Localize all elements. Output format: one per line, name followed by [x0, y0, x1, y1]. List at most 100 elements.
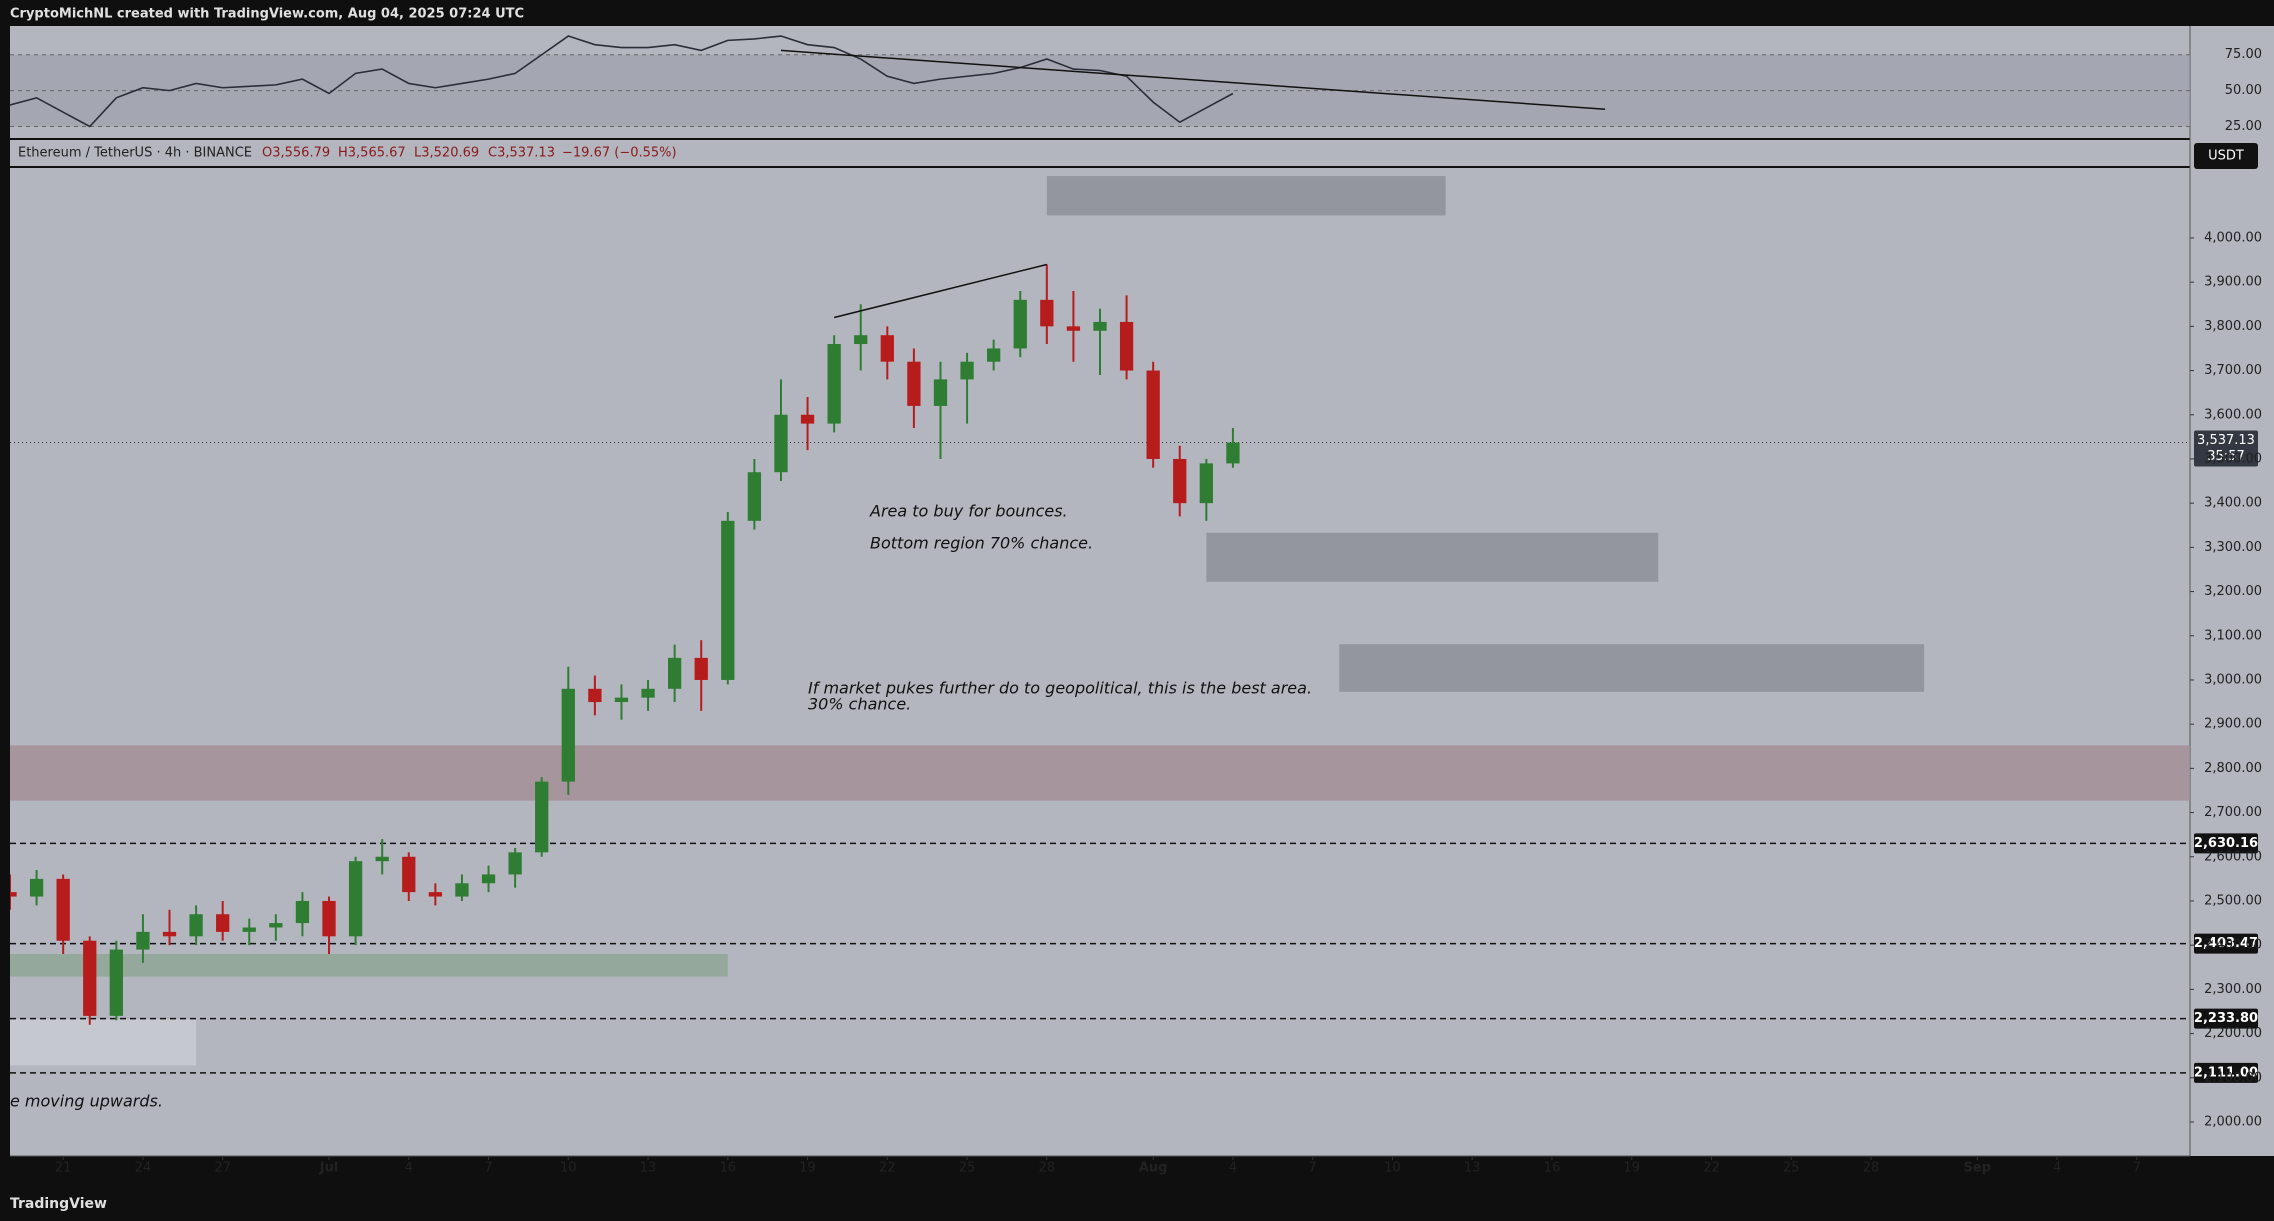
- candle-body: [29, 878, 44, 897]
- annotation: e moving upwards.: [10, 1092, 163, 1111]
- candle-body: [402, 856, 416, 893]
- y-tick-label: 3,300.00: [2204, 540, 2262, 555]
- candle-body: [10, 892, 17, 897]
- price-pane: [10, 176, 2190, 1074]
- x-tick-label: 7: [1309, 1161, 1317, 1176]
- y-tick-label: 2,800.00: [2204, 761, 2262, 776]
- rsi-line: [10, 35, 1234, 128]
- candle-body: [1066, 326, 1081, 331]
- candle-body: [721, 520, 735, 680]
- candle-body: [800, 414, 815, 424]
- currency-badge[interactable]: [2194, 143, 2258, 169]
- candle-body: [109, 949, 123, 1016]
- x-tick-label: 24: [135, 1161, 152, 1176]
- y-tick-label: 2,300.00: [2204, 982, 2262, 997]
- countdown-label: 35:57: [2207, 449, 2244, 464]
- candle-body: [162, 931, 177, 937]
- x-tick-label: 4: [405, 1161, 413, 1176]
- candle-body: [1040, 299, 1054, 327]
- candle-body: [933, 379, 948, 406]
- candle-body: [907, 361, 921, 406]
- x-tick-label: 10: [1384, 1161, 1401, 1176]
- level-badge: [2194, 1008, 2258, 1029]
- x-tick-label: 27: [214, 1161, 231, 1176]
- zone: [10, 1018, 197, 1066]
- candle-body: [269, 923, 283, 928]
- y-tick-label: 3,500.00: [2204, 451, 2262, 466]
- zone: [1046, 176, 1446, 216]
- candle-body: [375, 856, 389, 862]
- candle-body: [561, 688, 575, 782]
- candle-body: [481, 874, 496, 884]
- candle-body: [348, 861, 363, 937]
- candle-body: [827, 344, 841, 424]
- level-badge: [2194, 933, 2258, 954]
- x-tick-label: 19: [799, 1161, 816, 1176]
- y-tick-label: 3,600.00: [2204, 407, 2262, 422]
- rsi-tick-label: 50.00: [2225, 83, 2262, 98]
- x-tick-label: 13: [640, 1161, 657, 1176]
- candle-body: [508, 852, 522, 875]
- candle-body: [880, 335, 894, 362]
- level-badge: [2194, 833, 2258, 854]
- candle-body: [216, 914, 230, 932]
- x-tick-label: 19: [1623, 1161, 1640, 1176]
- legend-high: H3,565.67: [338, 146, 406, 161]
- x-tick-label: 4: [1229, 1161, 1237, 1176]
- candle-body: [694, 657, 708, 680]
- y-tick-label: 2,200.00: [2204, 1026, 2262, 1041]
- candle-body: [428, 892, 443, 897]
- candle-body: [1119, 321, 1134, 371]
- candle-body: [56, 878, 70, 941]
- y-tick-label: 4,000.00: [2204, 230, 2262, 245]
- last-price-badge: [2194, 430, 2258, 467]
- candle-body: [455, 883, 469, 897]
- level-label: 2,403.47: [2194, 936, 2258, 951]
- y-tick-label: 3,800.00: [2204, 319, 2262, 334]
- legend-symbol: Ethereum / TetherUS · 4h · BINANCE: [18, 146, 252, 161]
- currency-label[interactable]: USDT: [2208, 149, 2244, 164]
- marks: 2,630.16 2,403.47 2,233.80 2,111.00 3,537.13…: [10, 35, 2262, 1176]
- y-tick-label: 3,400.00: [2204, 496, 2262, 511]
- rsi-tick-label: 25.00: [2225, 119, 2262, 134]
- x-tick-label: 16: [720, 1161, 737, 1176]
- header: CryptoMichNL created with TradingView.co…: [10, 7, 524, 22]
- annotation: Area to buy for bounces.: [869, 502, 1068, 521]
- y-tick-label: 3,100.00: [2204, 628, 2262, 643]
- footer-logo[interactable]: TradingView: [10, 1196, 107, 1212]
- y-tick-label: 3,700.00: [2204, 363, 2262, 378]
- zone: [1339, 644, 1925, 692]
- x-tick-label: 10: [560, 1161, 577, 1176]
- y-tick-label: 2,000.00: [2204, 1114, 2262, 1129]
- y-tick-label: 2,700.00: [2204, 805, 2262, 820]
- candle-body: [960, 361, 974, 380]
- x-tick-label: 21: [55, 1161, 72, 1176]
- candle-body: [747, 472, 762, 521]
- candle-body: [774, 414, 788, 473]
- annotation: If market pukes further do to geopolitic…: [808, 679, 1312, 698]
- candle-body: [189, 914, 203, 937]
- x-tick-label: 28: [1863, 1161, 1880, 1176]
- x-tick-label: Jul: [319, 1161, 339, 1176]
- candle-body: [667, 657, 682, 689]
- y-tick-label: 3,900.00: [2204, 275, 2262, 290]
- x-tick-label: 22: [879, 1161, 896, 1176]
- candle-body: [614, 697, 629, 703]
- candle-body: [1146, 370, 1160, 459]
- legend-low: L3,520.69: [414, 146, 479, 161]
- candle-body: [535, 781, 549, 853]
- zone: [10, 745, 2190, 801]
- last-price-label: 3,537.13: [2197, 433, 2255, 448]
- candle-body: [641, 688, 655, 698]
- y-tick-label: 2,500.00: [2204, 893, 2262, 908]
- candle-body: [1173, 458, 1187, 504]
- x-tick-label: 7: [2133, 1161, 2141, 1176]
- level-label: 2,233.80: [2194, 1011, 2258, 1026]
- rsi-tick-label: 75.00: [2225, 47, 2262, 62]
- level-label: 2,111.00: [2194, 1065, 2258, 1080]
- trendline: [833, 263, 1048, 319]
- candle-body: [295, 900, 310, 924]
- legend-open: O3,556.79: [262, 146, 330, 161]
- level-label: 2,630.16: [2194, 836, 2258, 851]
